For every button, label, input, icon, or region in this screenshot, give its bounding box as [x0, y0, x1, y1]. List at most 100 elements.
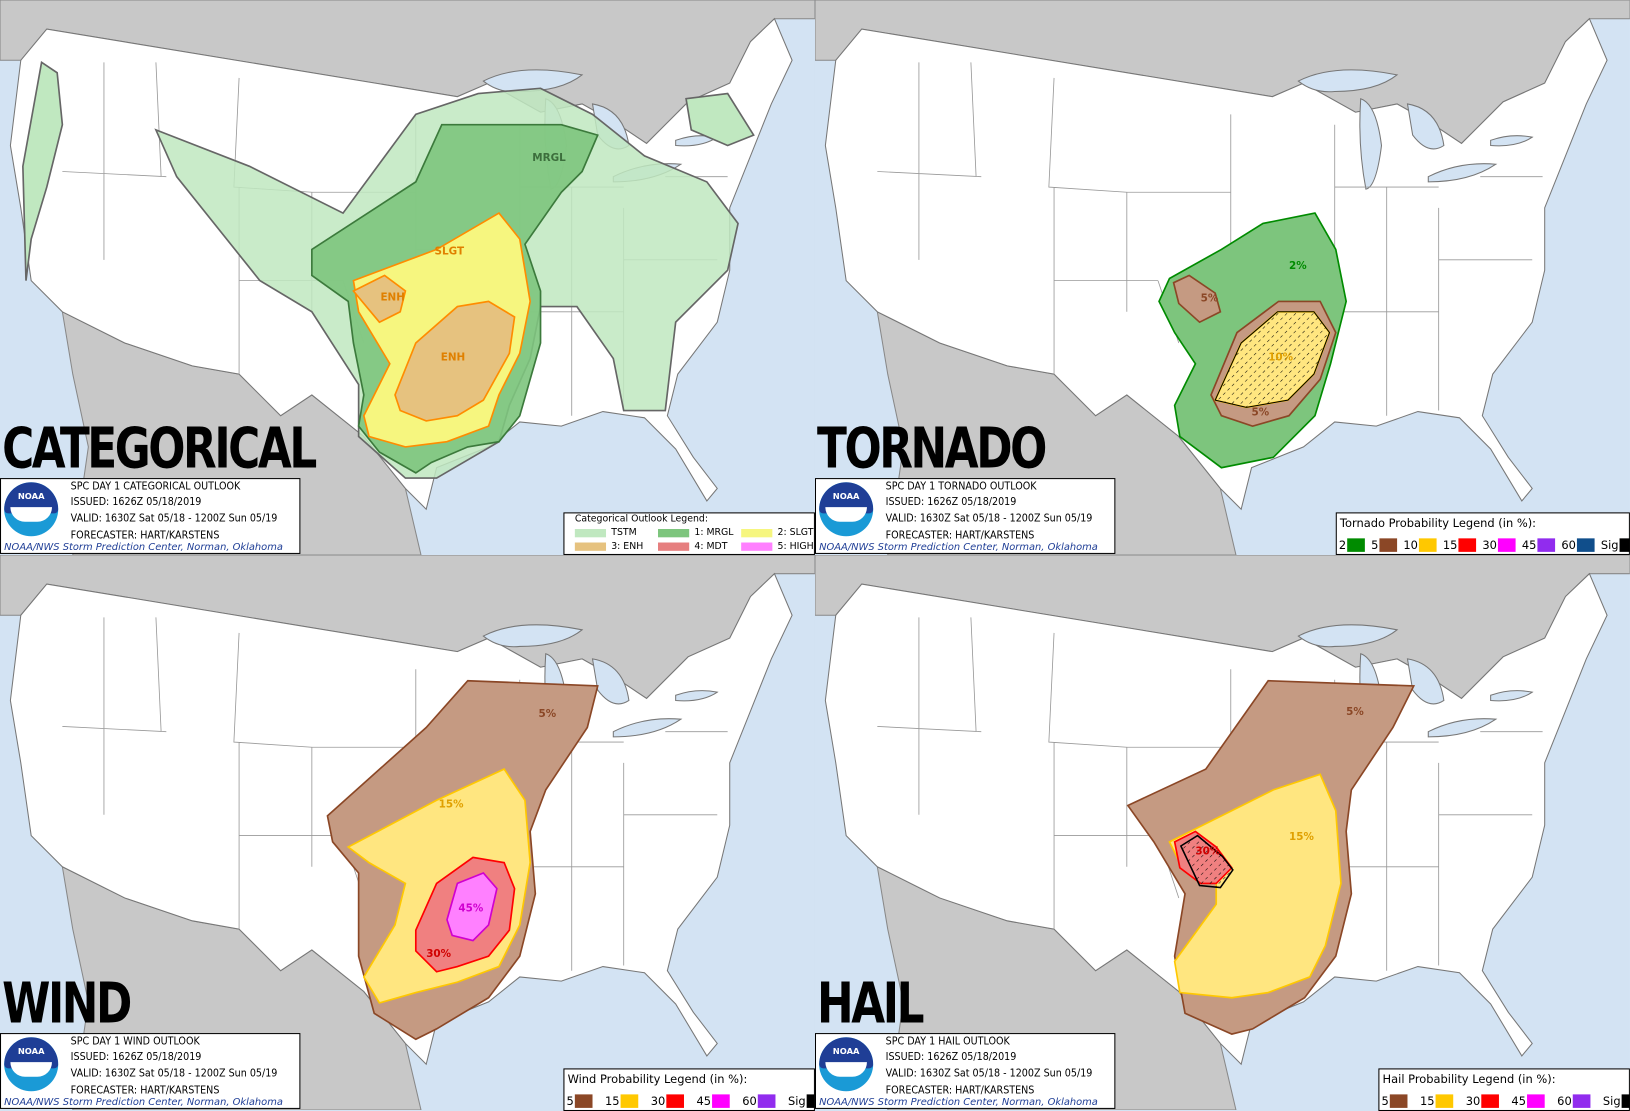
hail-sig-area [1179, 834, 1234, 889]
outlook-title: SPC DAY 1 CATEGORICAL OUTLOOK [70, 481, 241, 493]
risk-label-enh: ENH [380, 292, 405, 304]
legend-row: 5 15 30 45 60 Sig [567, 1094, 815, 1108]
risk-label-5pct: 5% [1251, 407, 1270, 419]
risk-label-5pct: 5% [1346, 706, 1364, 719]
agency-footer: NOAA/NWS Storm Prediction Center, Norman… [819, 541, 1098, 553]
legend-swatch [574, 542, 607, 551]
outlook-info-box: NOAA SPC DAY 1 HAIL OUTLOOK ISSUED: 1626… [814, 1033, 1116, 1109]
outlook-title: SPC DAY 1 HAIL OUTLOOK [885, 1036, 1010, 1048]
risk-label-30pct: 30% [426, 948, 452, 961]
tornado-5pct-area [1172, 274, 1222, 324]
legend-swatch [1435, 1094, 1454, 1108]
valid-time: VALID: 1630Z Sat 05/18 - 1200Z Sun 05/19 [885, 1068, 1093, 1080]
forecaster: FORECASTER: HART/KARSTENS [70, 530, 220, 542]
enh-area [394, 300, 516, 422]
outlook-info-box: NOAA SPC DAY 1 WIND OUTLOOK ISSUED: 1626… [0, 1033, 301, 1109]
legend-swatch [658, 529, 690, 538]
legend-swatch [1497, 538, 1516, 552]
legend-item: 2: SLGT [741, 528, 813, 538]
legend-title: Wind Probability Legend (in %): [567, 1072, 748, 1087]
legend-item: 1: MRGL [658, 528, 734, 538]
hail-map [814, 554, 1630, 1110]
risk-label-slgt: SLGT [434, 246, 465, 258]
panel-title: HAIL [817, 970, 924, 1037]
risk-label-15pct: 15% [1288, 831, 1314, 843]
legend-swatch [1458, 538, 1477, 552]
legend-swatch [1621, 1094, 1630, 1108]
risk-label-mrgl: MRGL [532, 152, 566, 165]
legend-title: Hail Probability Legend (in %): [1382, 1072, 1556, 1087]
risk-label-30pct: 30% [1195, 845, 1221, 858]
outlook-title: SPC DAY 1 WIND OUTLOOK [70, 1036, 200, 1048]
risk-label-enh: ENH [440, 352, 466, 364]
tornado-outlook-panel: 2% 5% 10% 5% TORNADO NOAA SPC DAY 1 TORN… [814, 0, 1630, 555]
agency-footer: NOAA/NWS Storm Prediction Center, Norman… [4, 1096, 283, 1108]
enh-area [352, 274, 407, 324]
valid-time: VALID: 1630Z Sat 05/18 - 1200Z Sun 05/19 [70, 1068, 278, 1080]
legend-swatch [1418, 538, 1437, 552]
tornado-sig-hatch [1214, 311, 1331, 408]
agency-footer: NOAA/NWS Storm Prediction Center, Norman… [819, 1096, 1098, 1108]
wind-map [0, 554, 815, 1110]
issued-time: ISSUED: 1626Z 05/18/2019 [70, 1051, 202, 1064]
panel-title: TORNADO [817, 415, 1047, 482]
noaa-logo: NOAA [4, 482, 59, 537]
risk-label-2pct: 2% [1288, 260, 1307, 273]
valid-time: VALID: 1630Z Sat 05/18 - 1200Z Sun 05/19 [885, 513, 1093, 525]
tstm-area [22, 60, 64, 281]
legend-title: Categorical Outlook Legend: [574, 514, 709, 525]
legend-swatch [574, 529, 607, 538]
legend-swatch [1481, 1094, 1499, 1108]
issued-time: ISSUED: 1626Z 05/18/2019 [70, 496, 202, 509]
categorical-legend: Categorical Outlook Legend: TSTM 1: MRGL… [563, 512, 815, 555]
wind-45pct-area [446, 872, 498, 942]
hail-legend: Hail Probability Legend (in %): 5 15 30 … [1378, 1068, 1630, 1111]
great-lakes [1297, 69, 1534, 190]
legend-swatch [1389, 1094, 1408, 1108]
forecaster: FORECASTER: HART/KARSTENS [885, 1085, 1035, 1097]
risk-label-15pct: 15% [438, 799, 464, 811]
risk-label-5pct: 5% [538, 708, 557, 721]
noaa-logo: NOAA [4, 1037, 59, 1092]
legend-swatch [1527, 1094, 1545, 1108]
risk-label-10pct: 10% [1268, 352, 1294, 364]
legend-swatch [1576, 538, 1595, 552]
legend-item: 5: HIGH [741, 541, 814, 552]
legend-swatch [741, 542, 773, 551]
noaa-logo: NOAA [819, 482, 874, 537]
legend-swatch [757, 1094, 776, 1108]
valid-time: VALID: 1630Z Sat 05/18 - 1200Z Sun 05/19 [70, 513, 278, 525]
legend-swatch [741, 529, 773, 538]
risk-label-45pct: 45% [458, 903, 484, 915]
categorical-map [0, 0, 815, 555]
legend-item: 4: MDT [658, 541, 727, 552]
legend-item: TSTM [574, 528, 637, 538]
outlook-info-box: NOAA SPC DAY 1 TORNADO OUTLOOK ISSUED: 1… [814, 478, 1116, 554]
legend-swatch [1619, 538, 1630, 552]
issued-time: ISSUED: 1626Z 05/18/2019 [885, 1051, 1017, 1064]
tstm-area [685, 92, 755, 147]
noaa-logo: NOAA [819, 1037, 874, 1092]
panel-title: CATEGORICAL [2, 415, 317, 482]
agency-footer: NOAA/NWS Storm Prediction Center, Norman… [4, 541, 283, 553]
panel-title: WIND [2, 970, 132, 1037]
legend-swatch [1537, 538, 1556, 552]
categorical-outlook-panel: MRGL SLGT ENH ENH CATEGORICAL NOAA SPC D… [0, 0, 815, 555]
forecaster: FORECASTER: HART/KARSTENS [70, 1085, 220, 1097]
issued-time: ISSUED: 1626Z 05/18/2019 [885, 496, 1017, 509]
legend-swatch [658, 542, 690, 551]
legend-swatch [620, 1094, 639, 1108]
wind-outlook-panel: 5% 15% 30% 45% WIND NOAA SPC DAY 1 WIND … [0, 554, 815, 1111]
outlook-title: SPC DAY 1 TORNADO OUTLOOK [885, 481, 1037, 493]
hail-outlook-panel: 5% 15% 30% HAIL NOAA SPC DAY 1 HAIL OUTL… [814, 554, 1630, 1111]
tornado-legend: Tornado Probability Legend (in %): 2 5 1… [1335, 512, 1630, 555]
legend-swatch [666, 1094, 684, 1108]
outlook-info-box: NOAA SPC DAY 1 CATEGORICAL OUTLOOK ISSUE… [0, 478, 301, 554]
legend-row: 5 15 30 45 60 Sig [1381, 1094, 1630, 1108]
legend-swatch [1379, 538, 1398, 552]
legend-swatch [806, 1094, 815, 1108]
legend-title: Tornado Probability Legend (in %): [1339, 516, 1537, 531]
legend-swatch [574, 1094, 593, 1108]
hail-15pct-area [1168, 773, 1342, 999]
